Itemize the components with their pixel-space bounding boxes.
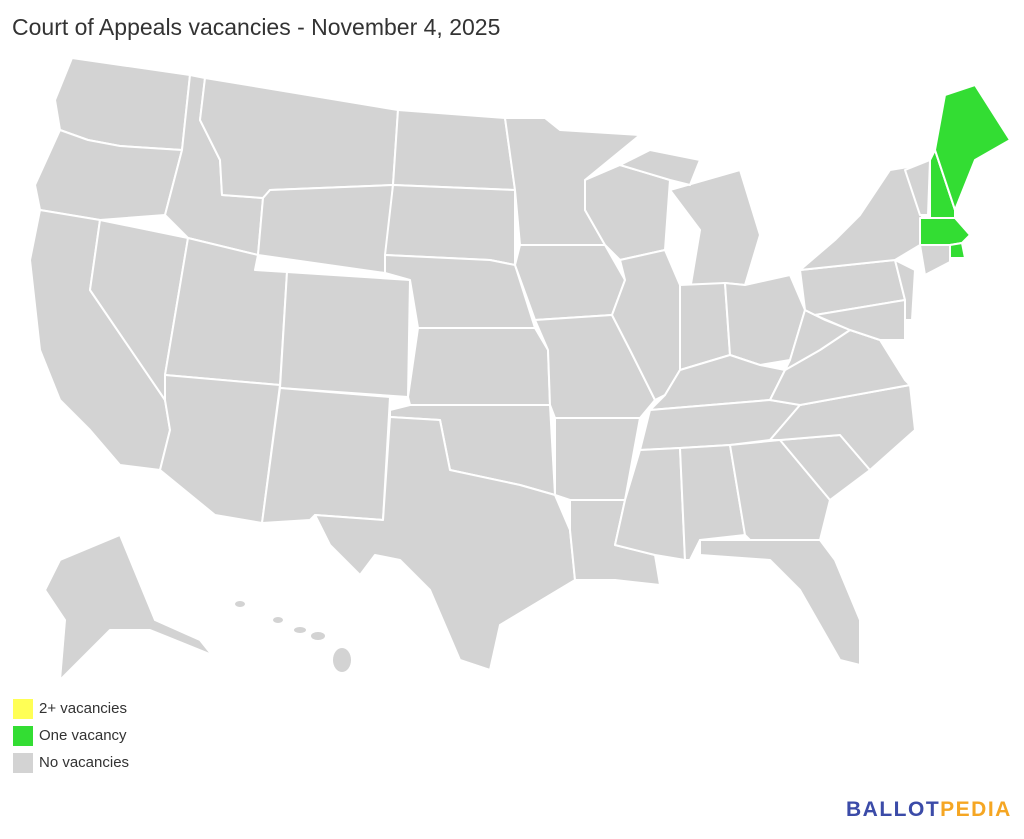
state-ia[interactable] [514,244,626,321]
state-ak[interactable] [44,534,213,681]
state-hi-island[interactable] [235,601,245,607]
legend-label: 2+ vacancies [39,700,127,717]
state-co[interactable] [279,271,411,398]
state-ri[interactable] [949,242,966,259]
state-me[interactable] [934,84,1011,211]
legend-item-two-plus: 2+ vacancies [13,695,129,722]
legend-swatch [13,752,33,773]
state-vt[interactable] [904,159,931,216]
legend-label: One vacancy [39,727,127,744]
logo-part1: BALLOT [846,798,941,821]
legend-item-one: One vacancy [13,722,129,749]
state-ny[interactable] [799,164,923,271]
state-ar[interactable] [554,417,641,501]
state-miu[interactable] [619,149,701,186]
state-fl[interactable] [699,539,861,666]
legend-item-none: No vacancies [13,749,129,776]
state-hi-island[interactable] [311,632,325,640]
state-nm[interactable] [261,387,391,524]
state-az[interactable] [159,374,281,524]
state-ma[interactable] [919,217,971,246]
state-ut[interactable] [164,237,288,386]
state-hi-island[interactable] [333,648,351,672]
state-wy[interactable] [257,184,394,274]
legend: 2+ vacancies One vacancy No vacancies [13,695,129,776]
state-il[interactable] [611,249,681,401]
state-ks[interactable] [407,327,551,406]
state-ct[interactable] [919,244,951,276]
map-title: Court of Appeals vacancies - November 4,… [12,14,501,40]
state-hi-island[interactable] [294,627,306,633]
state-md[interactable] [814,299,906,341]
state-tx[interactable] [314,416,576,671]
state-sd[interactable] [384,184,516,266]
state-nd[interactable] [392,109,516,191]
state-mt[interactable] [199,77,399,199]
legend-swatch [13,725,33,746]
ballotpedia-logo: BALLOTPEDIA [846,798,1012,822]
state-hi-island[interactable] [273,617,283,623]
legend-swatch [13,698,33,719]
state-mi[interactable] [669,169,761,291]
logo-part2: PEDIA [940,798,1012,821]
legend-label: No vacancies [39,754,130,771]
